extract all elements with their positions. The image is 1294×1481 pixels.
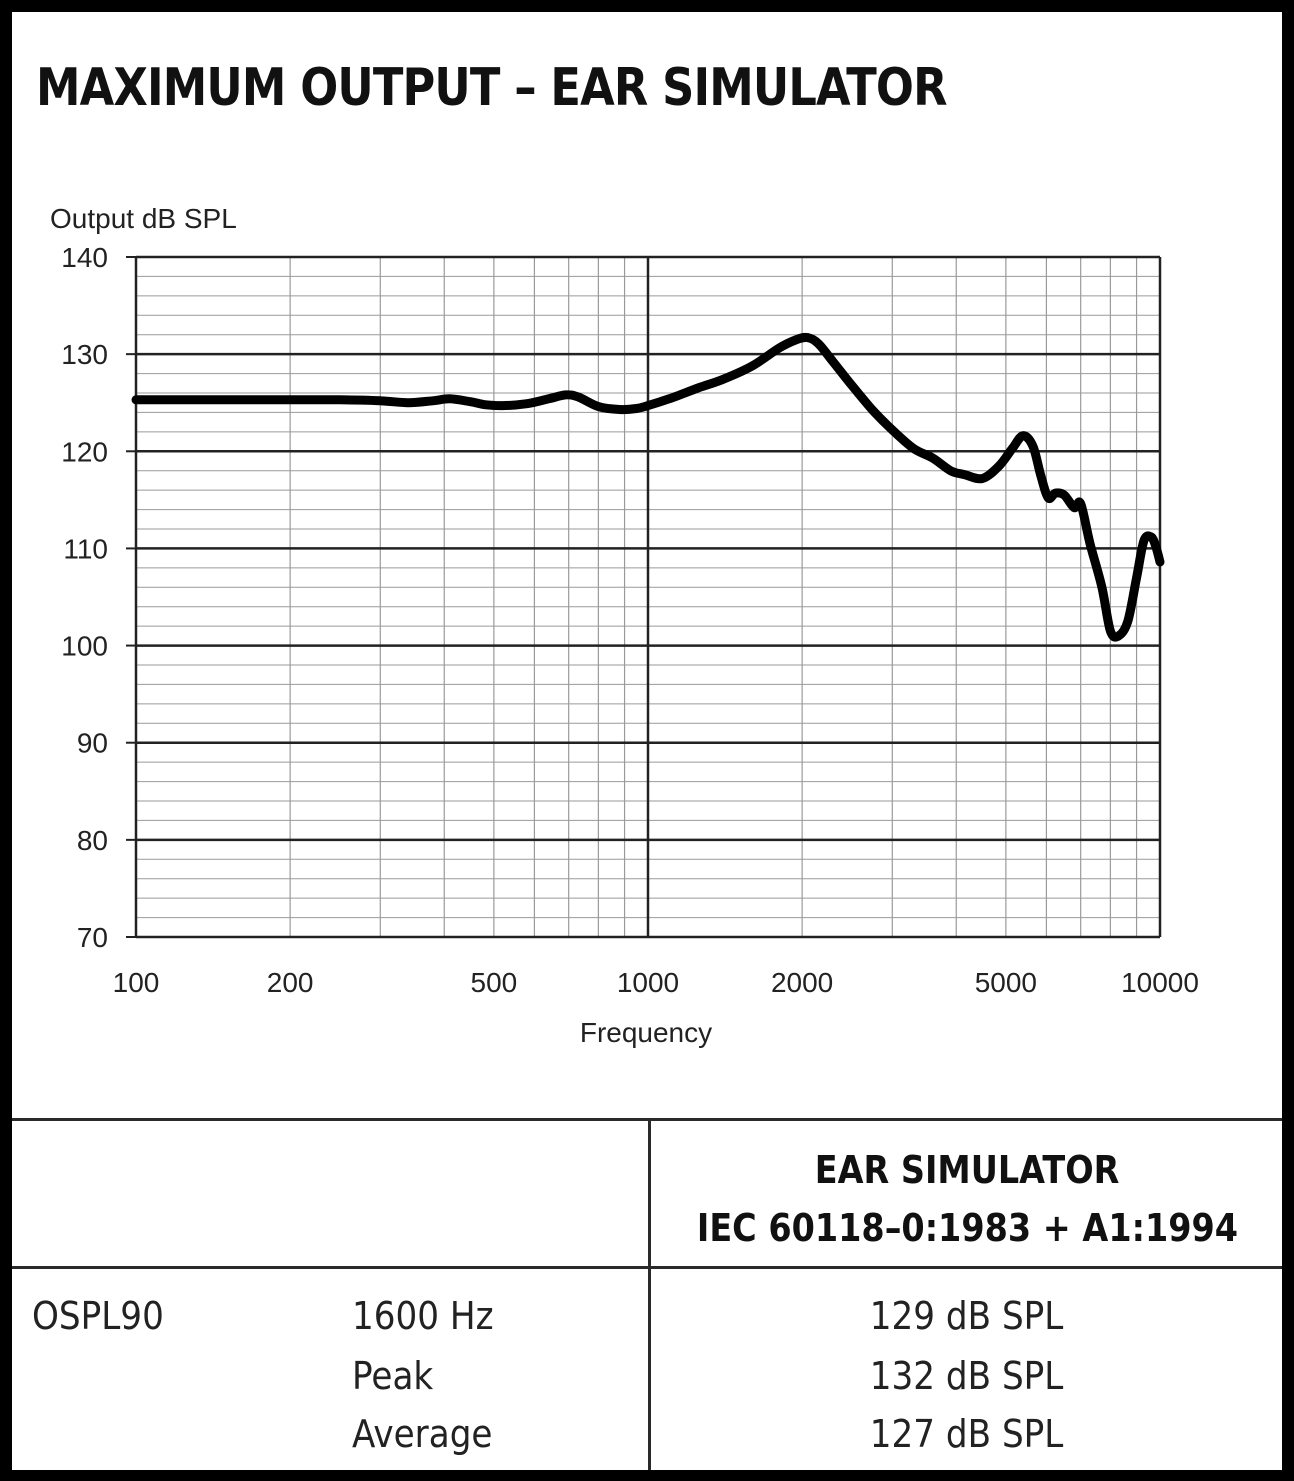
x-tick-label: 1000 [617,967,679,998]
table-header-line1: EAR SIMULATOR [814,1148,1120,1192]
condition-average: Average [352,1412,493,1456]
y-tick-label: 100 [61,631,108,662]
y-tick-label: 130 [61,339,108,370]
page-title: MAXIMUM OUTPUT – EAR SIMULATOR [36,58,948,118]
output-chart: 70 80 90 100 110 120 130 140 100 200 500 1000 2000 5… [50,203,1199,1048]
y-tick-labels: 70 80 90 100 110 120 130 140 [61,242,108,953]
table-header-line2: IEC 60118–0:1983 + A1:1994 [696,1206,1238,1250]
table-column-divider [648,1118,651,1470]
y-tick-label: 110 [63,533,108,564]
table-header-rule [12,1266,1282,1269]
row-label-ospl90: OSPL90 [32,1294,164,1338]
y-tick-label: 80 [77,825,108,856]
x-tick-label: 500 [471,967,518,998]
y-tick-label: 120 [61,436,108,467]
y-tick-label: 90 [77,728,108,759]
x-tick-label: 100 [113,967,160,998]
x-tick-labels: 100 200 500 1000 2000 5000 10000 [113,967,1199,998]
condition-peak: Peak [352,1354,434,1398]
major-grid [126,255,1162,939]
value-peak: 132 dB SPL [870,1354,1064,1398]
condition-1600hz: 1600 Hz [352,1294,494,1338]
x-tick-label: 200 [267,967,314,998]
value-average: 127 dB SPL [870,1412,1064,1456]
table-top-rule [12,1118,1282,1121]
x-tick-label: 2000 [771,967,833,998]
x-axis-label: Frequency [580,1017,712,1048]
y-tick-label: 140 [61,242,108,273]
y-axis-label: Output dB SPL [50,203,237,234]
x-tick-label: 5000 [975,967,1037,998]
datasheet-panel: MAXIMUM OUTPUT – EAR SIMULATOR 70 80 90 100… [12,12,1282,1470]
y-tick-label: 70 [77,922,108,953]
x-tick-label: 10000 [1121,967,1199,998]
series-line-output [131,332,1165,642]
value-1600hz: 129 dB SPL [870,1294,1064,1338]
